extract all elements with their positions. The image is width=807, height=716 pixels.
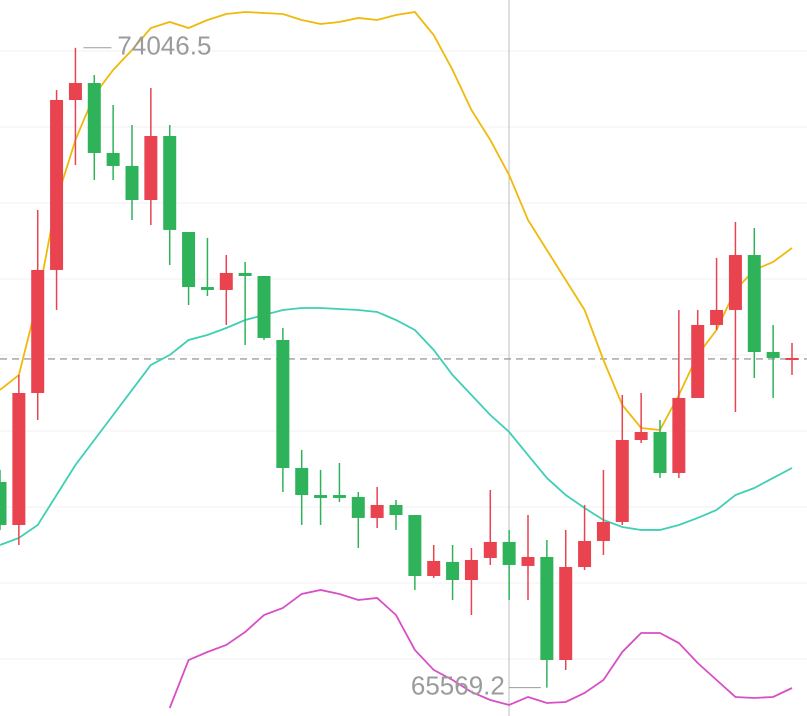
candle-body [408, 515, 422, 576]
candle-body [653, 432, 667, 473]
candle-body [728, 255, 742, 310]
candle-body [672, 397, 686, 473]
candle-body [351, 496, 365, 518]
candle-body [578, 540, 592, 568]
candle-body [596, 521, 610, 541]
grid [0, 50, 807, 660]
candle-body [521, 556, 535, 566]
candle-body [125, 165, 139, 200]
candle-body [50, 100, 64, 270]
candle-body [276, 340, 290, 468]
band-line [168, 589, 793, 709]
band-line [0, 307, 793, 546]
candle-body [68, 83, 82, 100]
candle-body [691, 324, 705, 398]
candle-body [766, 352, 780, 358]
candle-body [446, 561, 460, 580]
candle-body [615, 440, 629, 522]
candle-body [370, 504, 384, 518]
candle-body [257, 276, 271, 338]
candle-body [785, 357, 799, 360]
candle-body [219, 272, 233, 290]
candle-body [710, 309, 724, 325]
candle-body [502, 541, 516, 565]
candle-body [389, 504, 403, 516]
candle-body [427, 560, 441, 576]
candle-body [540, 556, 554, 660]
candle-body [144, 136, 158, 200]
low-label: 65569.2 [411, 670, 505, 700]
candle-body [464, 560, 478, 580]
candle-body [634, 432, 648, 440]
candle-body [314, 495, 328, 498]
candle-body [559, 567, 573, 660]
candle-body [200, 287, 214, 290]
candle-body [332, 495, 346, 498]
high-label: 74046.5 [117, 31, 211, 61]
candle-body [163, 136, 177, 230]
candle-body [238, 272, 252, 276]
candle-body [87, 83, 101, 153]
candle-body [0, 481, 7, 525]
band-line [0, 11, 793, 431]
candle-body [12, 392, 26, 525]
candle-body [182, 232, 196, 288]
candle-body [483, 541, 497, 558]
candle-body [106, 152, 120, 166]
candle-body [295, 468, 309, 496]
candle-body [747, 255, 761, 352]
candle-body [31, 269, 45, 393]
